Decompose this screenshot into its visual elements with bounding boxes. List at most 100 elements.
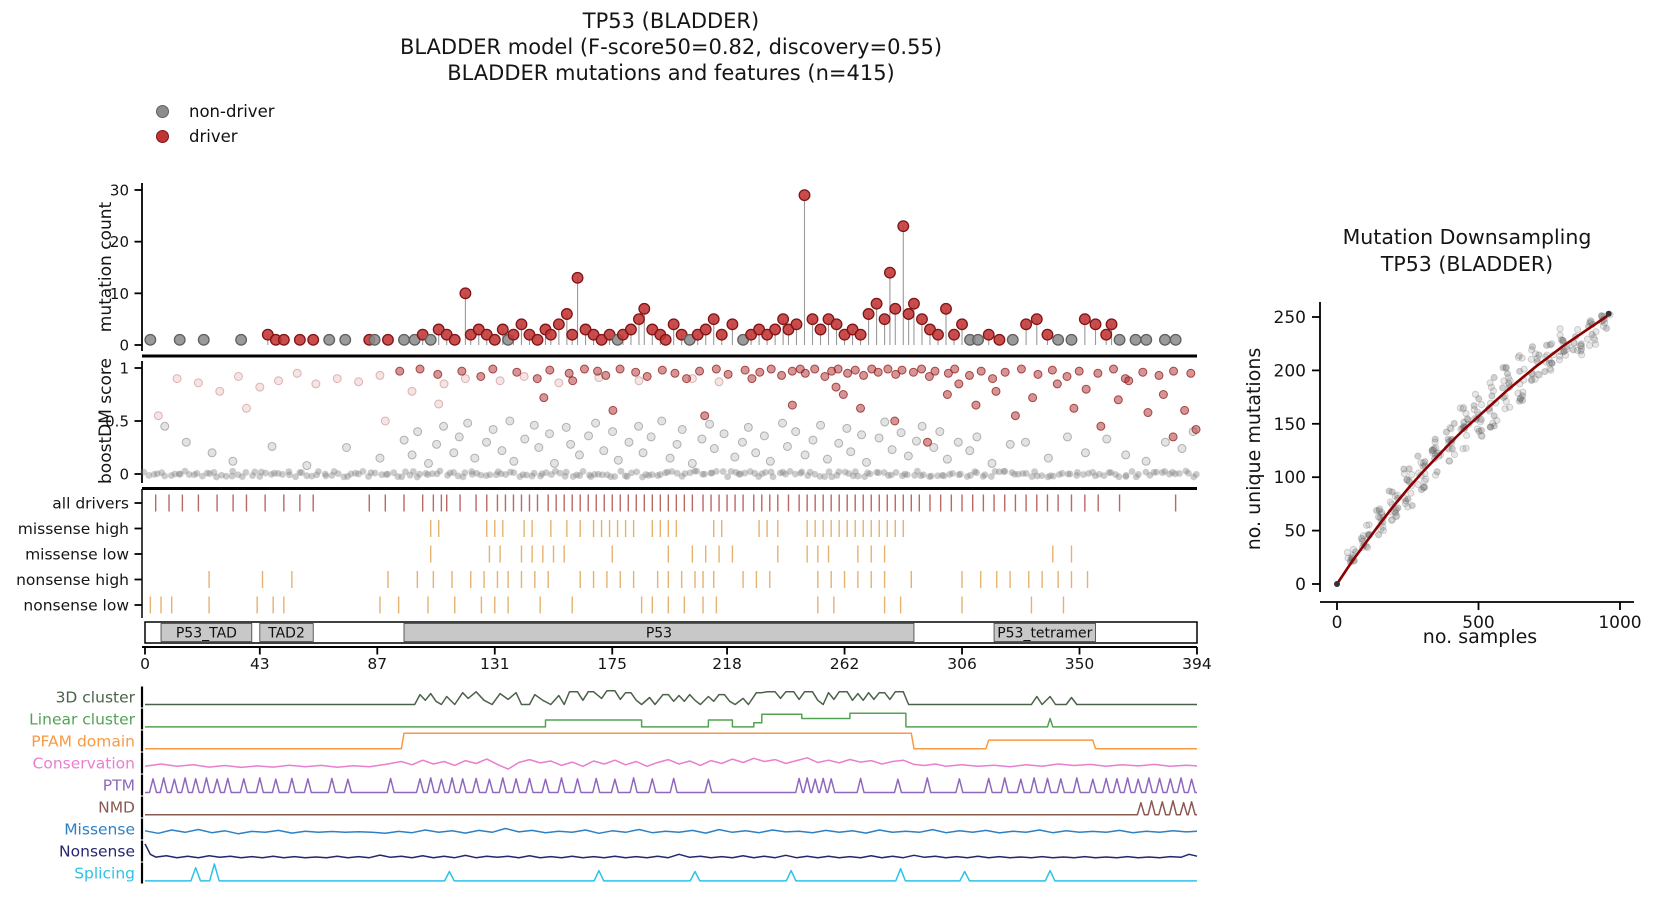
boostdm-driver-point (890, 416, 900, 426)
boostdm-baseline-point (811, 470, 819, 478)
lollipop-driver-point (940, 302, 952, 315)
downsampling-sample-point (1378, 511, 1386, 519)
feature-row-label: 3D cluster (56, 689, 136, 707)
downsampling-sample-point (1535, 371, 1543, 379)
boostdm-baseline-point (153, 470, 161, 478)
downsampling-sample-point (1462, 431, 1471, 440)
boostdm-baseline-point (913, 467, 921, 475)
lollipop-non-driver-point (323, 333, 336, 346)
boostdm-gray-point (665, 453, 675, 463)
boostdm-driver-point (897, 365, 907, 375)
boostdm-baseline-point (506, 468, 514, 476)
boostdm-baseline-point (249, 472, 256, 479)
downsampling-sample-point (1404, 503, 1412, 511)
boostdm-baseline-point (701, 470, 708, 478)
boostdm-gray-point (705, 419, 715, 429)
downsampling-sample-point (1445, 457, 1454, 465)
downsampling-sample-point (1377, 525, 1385, 533)
mutation-count-tick-label: 0 (119, 337, 129, 355)
boostdm-gray-point (646, 432, 656, 442)
boostdm-tick-label: 0.5 (105, 413, 129, 431)
boostdm-baseline-point (973, 469, 980, 477)
downsampling-sample-point (1433, 468, 1441, 476)
boostdm-driver-point (1000, 367, 1010, 377)
boostdm-baseline-point (1089, 468, 1097, 476)
downsampling-sample-point (1431, 438, 1439, 446)
downsampling-sample-point (1548, 359, 1556, 367)
downsampling-sample-point (1586, 317, 1595, 325)
downsampling-y-tick-label: 250 (1274, 308, 1306, 328)
boostdm-baseline-point (548, 471, 555, 478)
boostdm-baseline-point (330, 468, 338, 475)
boostdm-baseline-point (645, 471, 653, 479)
downsampling-sample-point (1588, 330, 1596, 338)
boostdm-baseline-point (841, 468, 849, 476)
boostdm-baseline-point (238, 473, 246, 481)
boostdm-baseline-point (398, 473, 406, 481)
downsampling-sample-point (1490, 373, 1498, 382)
lollipop-driver-point (515, 318, 528, 331)
boostdm-baseline-point (991, 468, 999, 475)
lollipop-driver-point (1030, 313, 1043, 326)
boostdm-baseline-point (845, 470, 853, 477)
downsampling-sample-point (1555, 356, 1564, 364)
boostdm-driver-point (695, 366, 705, 376)
boostdm-baseline-point (1115, 473, 1123, 481)
lollipop-driver-point (790, 318, 803, 331)
boostdm-gray-point (965, 446, 975, 456)
boostdm-gray-point (520, 434, 530, 444)
boostdm-baseline-point (987, 473, 995, 480)
boostdm-baseline-point (1008, 469, 1016, 476)
boostdm-baseline-point (1135, 471, 1142, 478)
downsampling-sample-point (1518, 392, 1527, 400)
downsampling-sample-point (1428, 446, 1436, 455)
boostdm-baseline-point (732, 468, 740, 476)
lollipop-driver-point (889, 302, 902, 315)
downsampling-sample-point (1602, 324, 1611, 332)
lollipop-driver-point (566, 328, 579, 341)
downsampling-sample-point (1405, 477, 1413, 485)
boostdm-gray-point (488, 424, 498, 434)
downsampling-y-tick-label: 150 (1274, 415, 1306, 435)
downsampling-sample-point (1527, 376, 1536, 385)
boostdm-baseline-point (1100, 472, 1108, 479)
boostdm-driver-point (1052, 379, 1062, 389)
downsampling-title: Mutation Downsampling TP53 (BLADDER) (1282, 224, 1652, 278)
downsampling-sample-point (1393, 512, 1401, 520)
boostdm-baseline-point (1112, 471, 1119, 478)
lollipop-driver-point (624, 323, 637, 336)
lollipop-driver-point (382, 333, 394, 346)
lollipop-non-driver-point (144, 333, 157, 346)
downsampling-sample-point (1363, 521, 1371, 529)
downsampling-sample-point (1477, 431, 1485, 440)
feature-row-label: NMD (98, 799, 135, 817)
downsampling-sample-point (1447, 425, 1455, 433)
boostdm-baseline-point (892, 469, 900, 476)
boostdm-baseline-point (436, 467, 444, 475)
boostdm-driver-point (924, 371, 934, 381)
boostdm-faint-driver-point (380, 416, 390, 426)
downsampling-sample-point (1520, 365, 1528, 373)
title-line-1: TP53 (BLADDER) (582, 9, 760, 33)
lollipop-driver-point (1089, 318, 1102, 331)
boostdm-baseline-point (761, 468, 769, 476)
boostdm-gray-point (463, 418, 473, 428)
boostdm-baseline-point (1033, 472, 1041, 480)
boostdm-baseline-point (561, 472, 569, 480)
boostdm-gray-point (207, 448, 217, 458)
boostdm-baseline-point (424, 471, 432, 478)
downsampling-sample-point (1515, 397, 1524, 405)
lollipop-driver-point (277, 333, 290, 346)
boostdm-gray-point (842, 423, 852, 433)
boostdm-gray-point (730, 452, 740, 462)
downsampling-sample-point (1462, 444, 1470, 452)
feature-row-label: PFAM domain (31, 733, 135, 751)
boostdm-baseline-point (678, 472, 686, 480)
boostdm-baseline-point (1169, 468, 1176, 476)
downsampling-sample-point (1516, 394, 1524, 403)
boostdm-baseline-point (1084, 470, 1092, 477)
boostdm-driver-point (457, 366, 467, 376)
boostdm-baseline-point (569, 473, 577, 480)
boostdm-baseline-point (519, 471, 527, 479)
downsampling-sample-point (1503, 370, 1512, 378)
